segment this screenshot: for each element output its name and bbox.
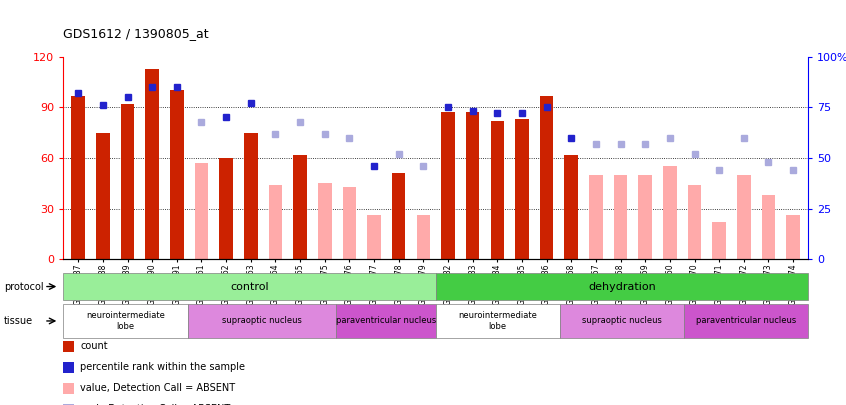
Text: count: count	[80, 341, 108, 351]
Bar	[269, 185, 283, 259]
Bar	[392, 173, 405, 259]
Bar	[367, 215, 381, 259]
Text: dehydration: dehydration	[588, 281, 656, 292]
Text: value, Detection Call = ABSENT: value, Detection Call = ABSENT	[80, 384, 235, 393]
Bar	[540, 96, 553, 259]
Bar	[343, 187, 356, 259]
Bar	[121, 104, 135, 259]
Bar	[244, 133, 257, 259]
Bar	[466, 112, 480, 259]
Text: neurointermediate
lobe: neurointermediate lobe	[459, 311, 537, 330]
Bar	[737, 175, 750, 259]
Bar	[294, 155, 307, 259]
Bar	[761, 195, 775, 259]
Bar	[146, 68, 159, 259]
Bar	[515, 119, 529, 259]
Bar	[416, 215, 430, 259]
Bar	[589, 175, 602, 259]
Text: control: control	[230, 281, 269, 292]
Bar	[712, 222, 726, 259]
Bar	[195, 163, 208, 259]
Bar	[170, 90, 184, 259]
Text: percentile rank within the sample: percentile rank within the sample	[80, 362, 245, 372]
Bar	[688, 185, 701, 259]
Bar	[564, 155, 578, 259]
Bar	[219, 158, 233, 259]
Text: tissue: tissue	[4, 316, 33, 326]
Text: supraoptic nucleus: supraoptic nucleus	[222, 316, 302, 326]
Bar	[787, 215, 800, 259]
Text: supraoptic nucleus: supraoptic nucleus	[582, 316, 662, 326]
Bar	[442, 112, 455, 259]
Bar	[71, 96, 85, 259]
Bar	[318, 183, 332, 259]
Bar	[639, 175, 652, 259]
Text: paraventricular nucleus: paraventricular nucleus	[695, 316, 796, 326]
Bar	[491, 121, 504, 259]
Text: protocol: protocol	[4, 281, 44, 292]
Text: neurointermediate
lobe: neurointermediate lobe	[86, 311, 165, 330]
Text: GDS1612 / 1390805_at: GDS1612 / 1390805_at	[63, 28, 209, 40]
Text: paraventricular nucleus: paraventricular nucleus	[336, 316, 437, 326]
Bar	[614, 175, 628, 259]
Bar	[663, 166, 677, 259]
Bar	[96, 133, 110, 259]
